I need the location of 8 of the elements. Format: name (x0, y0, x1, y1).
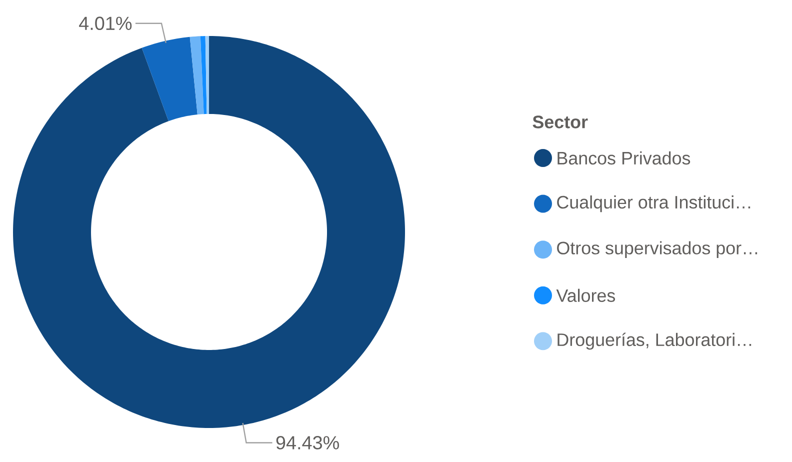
legend-label: Bancos Privados (558, 151, 690, 165)
legend-label: Cualquier otra Instituci… (557, 195, 750, 212)
legend-title: Sector (532, 116, 588, 128)
legend-label: Valores (556, 288, 616, 302)
data-label: 4.01% (79, 16, 132, 30)
legend-label: Otros supervisados por… (557, 241, 758, 258)
data-label: 94.43% (276, 436, 339, 450)
legend-label: Droguerías, Laboratori… (558, 332, 752, 350)
